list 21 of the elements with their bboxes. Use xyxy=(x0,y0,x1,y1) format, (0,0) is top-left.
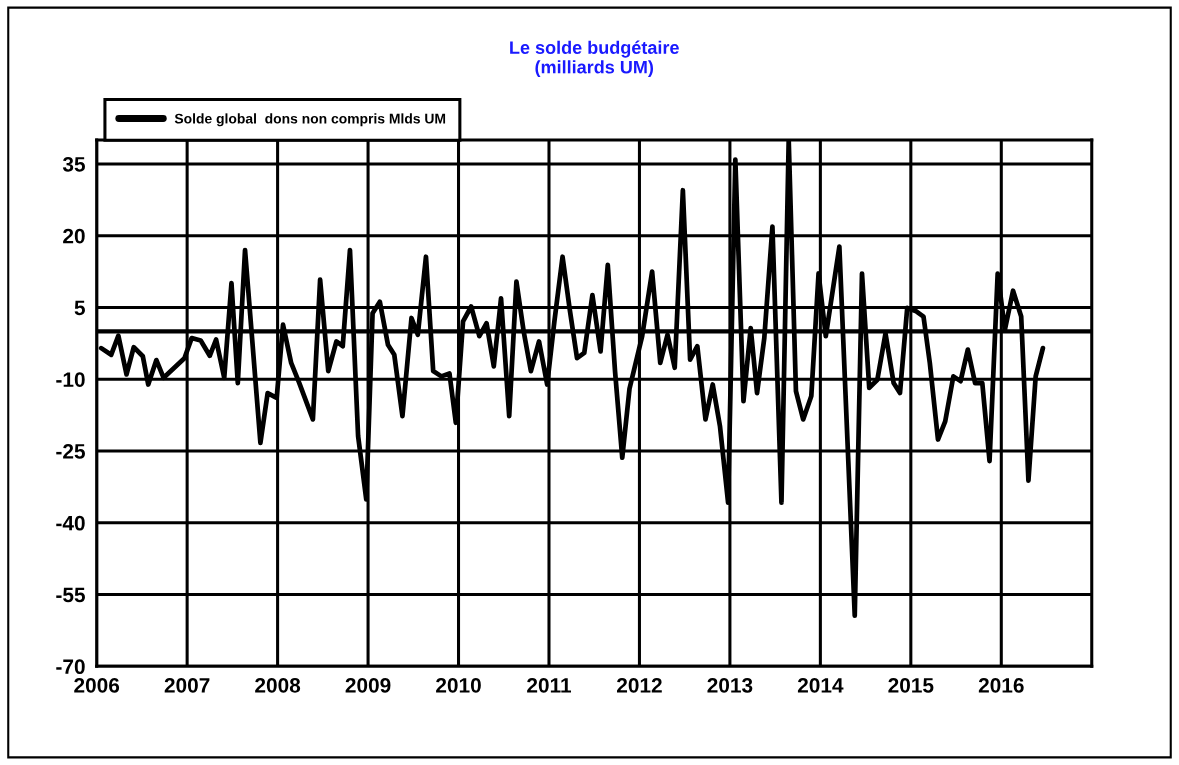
y-tick-label: -40 xyxy=(56,515,85,531)
x-tick-label: 2011 xyxy=(527,677,572,693)
y-tick-label: -25 xyxy=(56,444,85,459)
x-tick-label: 2015 xyxy=(888,677,934,693)
y-tick-label: 5 xyxy=(74,300,85,316)
y-tick-label: -70 xyxy=(56,659,85,675)
x-tick-label: 2010 xyxy=(436,677,481,693)
x-tick-label: 2013 xyxy=(707,677,753,693)
x-tick-label: 2008 xyxy=(255,677,301,693)
x-tick-label: 2007 xyxy=(164,677,210,693)
y-tick-label: 35 xyxy=(62,156,85,172)
x-tick-label: 2006 xyxy=(74,677,120,693)
x-tick-label: 2014 xyxy=(797,677,844,693)
x-tick-label: 2016 xyxy=(978,677,1024,693)
legend-label: Solde global dons non compris Mlds UM xyxy=(174,113,446,127)
chart-title: Le solde budgétaire (milliards UM) xyxy=(510,40,679,78)
x-tick-label: 2009 xyxy=(345,677,391,693)
x-tick-label: 2012 xyxy=(617,677,662,693)
y-tick-label: -10 xyxy=(56,372,85,387)
y-tick-label: 20 xyxy=(63,228,85,244)
y-tick-label: -55 xyxy=(56,587,85,603)
